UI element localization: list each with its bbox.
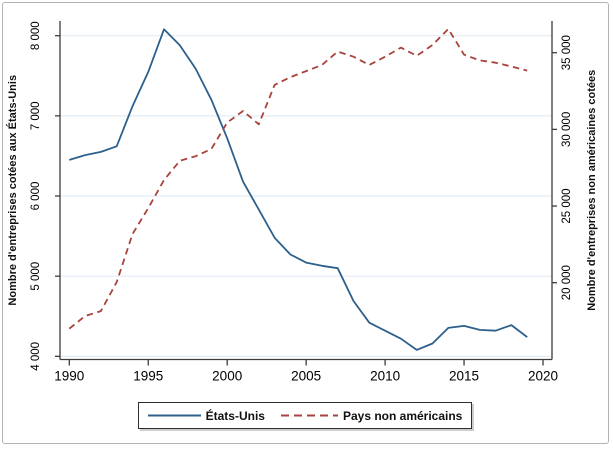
x-tick-label: 2000 (212, 369, 242, 384)
x-tick-label: 1995 (133, 369, 163, 384)
solid-line-swatch-icon (147, 414, 201, 417)
right-tick-label: 35 000 (561, 35, 573, 70)
x-tick-label: 2010 (370, 369, 400, 384)
x-tick-label: 2005 (291, 369, 321, 384)
left-tick-label: 5 000 (30, 262, 42, 291)
x-tick-label: 2015 (449, 369, 479, 384)
legend-label-pays-non-americains: Pays non américains (342, 408, 463, 423)
us-line (69, 28, 528, 351)
right-tick-label: 30 000 (561, 112, 573, 147)
left-tick-label: 4 000 (30, 342, 42, 371)
dashed-line-swatch-icon (280, 414, 338, 417)
left-axis-title: Nombre d'entreprises cotées aux États-Un… (6, 75, 19, 306)
left-tick-label: 8 000 (30, 21, 42, 50)
non-us-line (68, 27, 528, 330)
legend-item-etats-unis: États-Unis (147, 408, 265, 423)
legend: États-Unis Pays non américains (138, 402, 472, 429)
legend-label-etats-unis: États-Unis (205, 408, 265, 423)
right-tick-label: 25 000 (561, 188, 573, 223)
right-tick-label: 20 000 (561, 265, 573, 300)
x-tick-label: 2020 (528, 369, 558, 384)
left-tick-label: 7 000 (30, 101, 42, 130)
legend-item-pays-non-americains: Pays non américains (280, 408, 463, 423)
right-axis-title: Nombre d'entreprises non américaines cot… (586, 70, 598, 311)
left-tick-label: 6 000 (30, 182, 42, 211)
x-tick-label: 1990 (54, 369, 84, 384)
